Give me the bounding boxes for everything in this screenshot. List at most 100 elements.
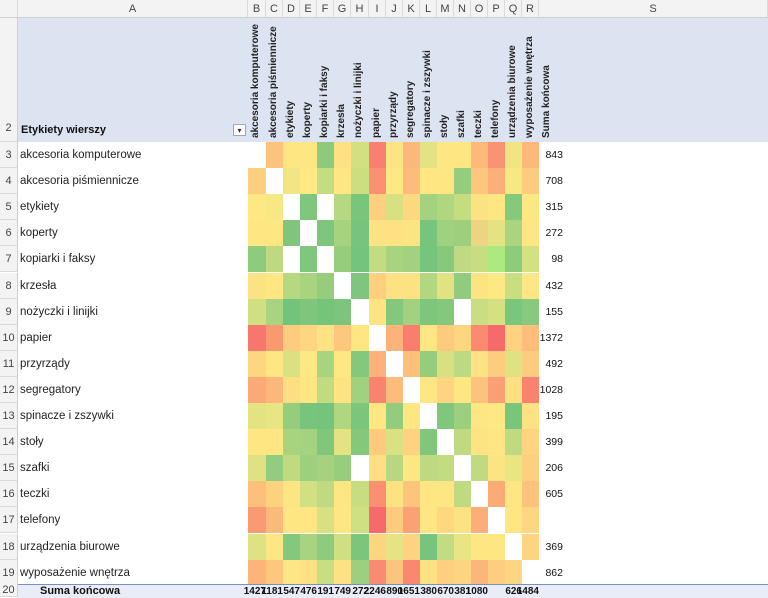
heatmap-cell[interactable] [403,376,420,403]
row-header-14[interactable]: 14 [0,429,18,456]
row-label[interactable]: koperty [20,227,58,240]
heatmap-cell[interactable] [266,220,283,247]
grand-total-value[interactable]: 2246 [363,586,386,597]
heatmap-cell[interactable] [471,246,488,273]
column-label-8[interactable]: przyrządy [386,18,404,142]
heatmap-cell[interactable] [369,324,386,351]
heatmap-cell[interactable] [351,168,369,195]
column-header-S[interactable]: S [539,0,768,18]
row-total[interactable] [539,507,563,533]
heatmap-cell[interactable] [437,220,454,247]
heatmap-cell[interactable] [403,298,420,325]
heatmap-cell[interactable] [386,429,403,456]
heatmap-cell[interactable] [334,168,351,195]
heatmap-cell[interactable] [300,403,317,430]
heatmap-cell[interactable] [248,481,266,508]
heatmap-cell[interactable] [248,376,266,403]
heatmap-cell[interactable] [351,194,369,221]
heatmap-cell[interactable] [454,142,471,169]
heatmap-cell[interactable] [283,403,300,430]
heatmap-cell[interactable] [437,168,454,195]
heatmap-cell[interactable] [522,481,539,508]
heatmap-cell[interactable] [386,507,403,534]
heatmap-cell[interactable] [386,403,403,430]
row-total[interactable]: 272 [545,227,563,240]
heatmap-cell[interactable] [334,142,351,169]
heatmap-cell[interactable] [300,429,317,456]
heatmap-cell[interactable] [351,220,369,247]
heatmap-cell[interactable] [437,376,454,403]
heatmap-cell[interactable] [403,168,420,195]
column-header-J[interactable]: J [386,0,403,18]
heatmap-cell[interactable] [505,272,522,299]
heatmap-cell[interactable] [300,220,317,247]
heatmap-cell[interactable] [454,559,471,586]
heatmap-cell[interactable] [334,246,351,273]
heatmap-cell[interactable] [488,168,505,195]
row-header-20[interactable]: 20 [0,584,18,597]
heatmap-cell[interactable] [403,324,420,351]
heatmap-cell[interactable] [369,507,386,534]
heatmap-cell[interactable] [300,350,317,377]
heatmap-cell[interactable] [369,533,386,560]
heatmap-cell[interactable] [522,507,539,534]
heatmap-cell[interactable] [266,246,283,273]
heatmap-cell[interactable] [283,298,300,325]
heatmap-cell[interactable] [248,324,266,351]
heatmap-cell[interactable] [522,376,539,403]
row-header-19[interactable]: 19 [0,559,18,586]
heatmap-cell[interactable] [403,429,420,456]
heatmap-cell[interactable] [420,429,437,456]
column-label-0[interactable]: akcesoria komputerowe [248,18,266,142]
heatmap-cell[interactable] [266,168,283,195]
heatmap-cell[interactable] [248,533,266,560]
row-total[interactable]: 155 [545,305,563,318]
heatmap-cell[interactable] [505,376,522,403]
heatmap-cell[interactable] [454,429,471,456]
heatmap-cell[interactable] [505,324,522,351]
heatmap-cell[interactable] [266,350,283,377]
heatmap-cell[interactable] [488,298,505,325]
heatmap-cell[interactable] [283,272,300,299]
row-header-11[interactable]: 11 [0,350,18,377]
heatmap-cell[interactable] [420,455,437,482]
heatmap-cell[interactable] [488,350,505,377]
column-header-R[interactable]: R [522,0,539,18]
heatmap-cell[interactable] [283,220,300,247]
heatmap-cell[interactable] [471,376,488,403]
heatmap-cell[interactable] [505,220,522,247]
heatmap-cell[interactable] [283,455,300,482]
heatmap-cell[interactable] [386,559,403,586]
row-header-17[interactable]: 17 [0,507,18,534]
row-header-10[interactable]: 10 [0,324,18,351]
heatmap-cell[interactable] [334,533,351,560]
heatmap-cell[interactable] [300,142,317,169]
heatmap-cell[interactable] [300,272,317,299]
heatmap-cell[interactable] [454,507,471,534]
heatmap-cell[interactable] [351,429,369,456]
heatmap-cell[interactable] [283,429,300,456]
heatmap-cell[interactable] [334,455,351,482]
heatmap-cell[interactable] [437,324,454,351]
heatmap-cell[interactable] [505,194,522,221]
column-header-F[interactable]: F [317,0,334,18]
heatmap-cell[interactable] [505,533,522,560]
row-header-6[interactable]: 6 [0,220,18,247]
heatmap-cell[interactable] [300,559,317,586]
heatmap-cell[interactable] [403,194,420,221]
heatmap-cell[interactable] [386,246,403,273]
heatmap-cell[interactable] [334,559,351,586]
row-label[interactable]: urządzenia biurowe [20,540,120,553]
heatmap-cell[interactable] [454,168,471,195]
row-total[interactable]: 1372 [539,331,563,344]
heatmap-cell[interactable] [522,455,539,482]
heatmap-cell[interactable] [522,324,539,351]
row-total[interactable]: 708 [545,175,563,188]
heatmap-cell[interactable] [420,533,437,560]
heatmap-cell[interactable] [334,507,351,534]
heatmap-cell[interactable] [266,194,283,221]
heatmap-cell[interactable] [248,272,266,299]
heatmap-cell[interactable] [386,168,403,195]
heatmap-cell[interactable] [420,246,437,273]
heatmap-cell[interactable] [300,324,317,351]
